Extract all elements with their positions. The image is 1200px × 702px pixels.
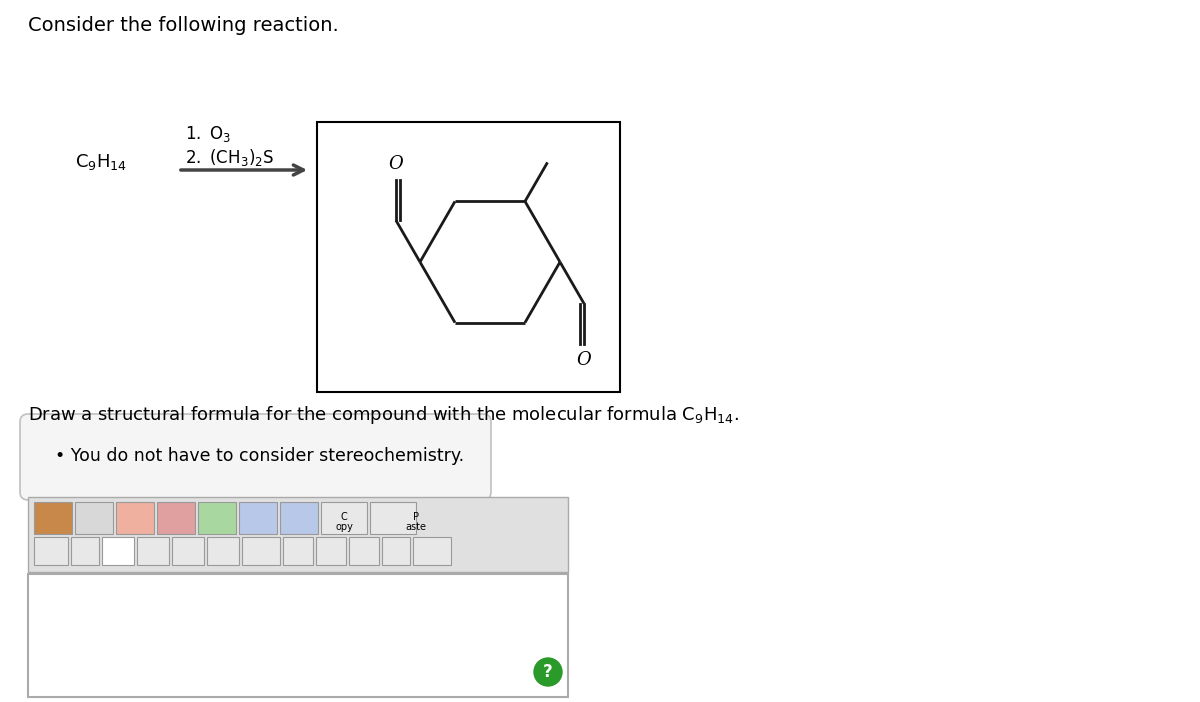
- FancyBboxPatch shape: [20, 414, 491, 500]
- Text: $\mathsf{1.\ O_3}$: $\mathsf{1.\ O_3}$: [185, 124, 232, 144]
- Bar: [317, 122, 620, 392]
- Text: ?: ?: [544, 663, 553, 681]
- Bar: [208, 537, 239, 565]
- Text: O: O: [389, 155, 403, 173]
- Bar: [172, 537, 204, 565]
- Text: Draw a structural formula for the compound with the molecular formula $\mathsf{C: Draw a structural formula for the compou…: [28, 404, 739, 426]
- Text: P
aste: P aste: [406, 512, 426, 532]
- Text: O: O: [577, 350, 592, 369]
- Bar: [34, 537, 68, 565]
- Bar: [34, 502, 72, 534]
- Bar: [322, 502, 367, 534]
- Bar: [382, 537, 410, 565]
- Bar: [28, 497, 568, 572]
- Bar: [74, 502, 113, 534]
- Bar: [370, 502, 416, 534]
- Bar: [198, 502, 236, 534]
- Bar: [116, 502, 154, 534]
- Text: $\mathsf{2.\ (CH_3)_2S}$: $\mathsf{2.\ (CH_3)_2S}$: [185, 147, 275, 168]
- Bar: [283, 537, 313, 565]
- Bar: [316, 537, 346, 565]
- Bar: [242, 537, 280, 565]
- Circle shape: [534, 658, 562, 686]
- Bar: [349, 537, 379, 565]
- Bar: [28, 574, 568, 697]
- Bar: [137, 537, 169, 565]
- Bar: [157, 502, 194, 534]
- Bar: [413, 537, 451, 565]
- Bar: [280, 502, 318, 534]
- Text: • You do not have to consider stereochemistry.: • You do not have to consider stereochem…: [55, 447, 464, 465]
- Bar: [102, 537, 134, 565]
- Text: $\mathsf{C_9H_{14}}$: $\mathsf{C_9H_{14}}$: [74, 152, 127, 172]
- Text: Consider the following reaction.: Consider the following reaction.: [28, 16, 338, 35]
- Bar: [239, 502, 277, 534]
- Bar: [71, 537, 98, 565]
- Text: C
opy: C opy: [335, 512, 353, 532]
